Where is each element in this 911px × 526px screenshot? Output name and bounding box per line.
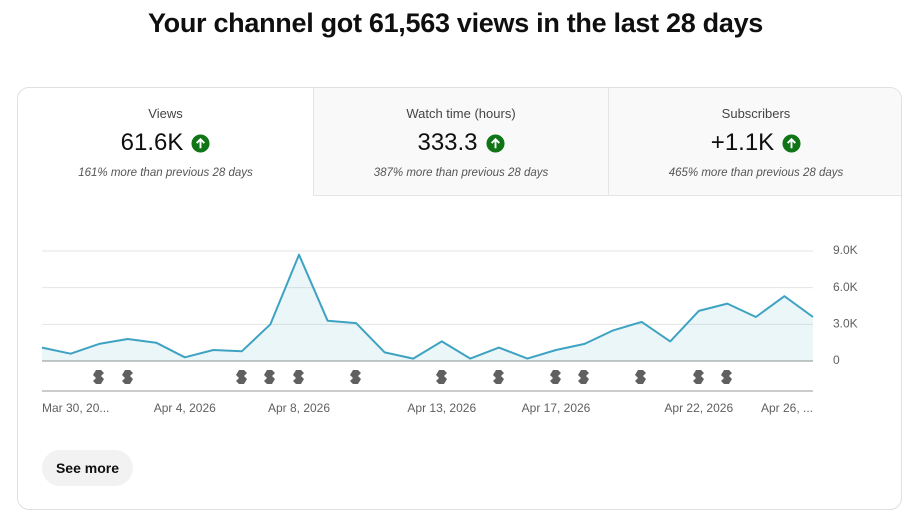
metric-value: 61.6K xyxy=(120,129,184,156)
shorts-icon xyxy=(721,370,732,384)
up-icon xyxy=(191,133,210,153)
x-tick-label: Apr 4, 2026 xyxy=(154,401,216,415)
page-title: Your channel got 61,563 views in the las… xyxy=(147,8,764,38)
shorts-icon xyxy=(264,370,275,384)
metric-value: 333.3 xyxy=(417,129,478,156)
shorts-icon xyxy=(93,370,104,384)
see-more-button[interactable]: See more xyxy=(42,450,133,486)
metric-note: 387% more than previous 28 days xyxy=(373,167,549,179)
metric-tab[interactable]: Subscribers +1.1K 465% more than previou… xyxy=(608,88,901,196)
metric-tab[interactable]: Views 61.6K 161% more than previous 28 d… xyxy=(18,88,313,196)
area xyxy=(42,254,813,361)
up-icon xyxy=(486,133,505,153)
y-tick-label: 6.0K xyxy=(833,280,858,294)
shorts-icon xyxy=(436,370,447,384)
metric-note: 161% more than previous 28 days xyxy=(78,167,253,179)
shorts-icon xyxy=(635,370,646,384)
shorts-icon xyxy=(350,370,361,384)
y-tick-label: 0 xyxy=(833,353,840,367)
shorts-icon xyxy=(293,370,304,384)
shorts-markers xyxy=(93,370,732,384)
up-icon xyxy=(782,133,801,153)
shorts-icon xyxy=(693,370,704,384)
x-tick-label: Apr 22, 2026 xyxy=(664,401,733,415)
metric-label: Watch time (hours) xyxy=(406,106,516,121)
y-tick-label: 9.0K xyxy=(833,243,858,257)
analytics-card: Views 61.6K 161% more than previous 28 d… xyxy=(17,87,902,510)
shorts-icon xyxy=(493,370,504,384)
metric-value: +1.1K xyxy=(710,129,775,156)
x-tick-label: Apr 26, ... xyxy=(761,401,813,415)
x-tick-label: Apr 17, 2026 xyxy=(522,401,591,415)
metric-note: 465% more than previous 28 days xyxy=(668,167,844,179)
x-tick-label: Apr 8, 2026 xyxy=(268,401,330,415)
shorts-icon xyxy=(550,370,561,384)
shorts-icon xyxy=(122,370,133,384)
metric-tab[interactable]: Watch time (hours) 333.3 387% more than … xyxy=(313,88,608,196)
line xyxy=(41,253,814,360)
metric-label: Subscribers xyxy=(721,106,791,121)
shorts-icon xyxy=(578,370,589,384)
x-tick-label: Apr 13, 2026 xyxy=(407,401,476,415)
x-tick-label: Mar 30, 20... xyxy=(42,401,109,415)
shorts-icon xyxy=(236,370,247,384)
y-tick-label: 3.0K xyxy=(833,317,858,331)
metric-label: Views xyxy=(148,106,183,121)
